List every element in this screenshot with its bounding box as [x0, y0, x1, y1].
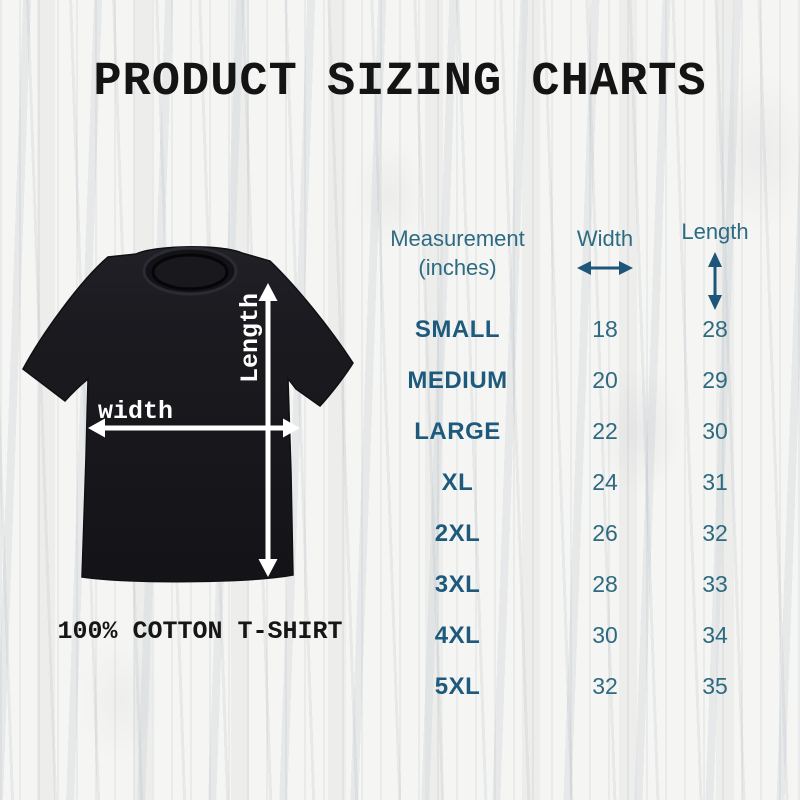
table-row: LARGE 22 30: [365, 406, 770, 457]
size-cell: SMALL: [414, 315, 501, 343]
size-cell: 2XL: [434, 519, 481, 547]
table-row: MEDIUM 20 29: [365, 355, 770, 406]
measurement-header: Measurement (inches): [365, 218, 550, 310]
size-cell: XL: [441, 468, 474, 496]
length-cell: 29: [702, 367, 728, 393]
length-cell: 28: [702, 316, 728, 342]
table-row: 5XL 32 35: [365, 661, 770, 712]
length-label: Length: [236, 293, 265, 383]
length-header: Length: [660, 218, 770, 310]
width-cell: 20: [592, 367, 618, 393]
width-cell: 28: [592, 571, 618, 597]
vertical-double-arrow-icon: [708, 251, 722, 310]
width-cell: 22: [592, 418, 618, 444]
table-row: 4XL 30 34: [365, 610, 770, 661]
tshirt-silhouette: [22, 245, 354, 583]
width-header: Width: [550, 218, 660, 310]
width-cell: 18: [592, 316, 618, 342]
length-cell: 34: [702, 622, 728, 648]
tshirt-graphic: width Length: [22, 245, 354, 583]
width-cell: 24: [592, 469, 618, 495]
width-measure-arrow: [88, 418, 300, 438]
size-cell: 3XL: [434, 570, 481, 598]
tshirt-collar-inner: [151, 253, 229, 291]
size-cell: 4XL: [434, 621, 481, 649]
width-cell: 32: [592, 673, 618, 699]
length-cell: 35: [702, 673, 728, 699]
length-cell: 33: [702, 571, 728, 597]
length-cell: 31: [702, 469, 728, 495]
width-cell: 30: [592, 622, 618, 648]
measurement-header-line2: (inches): [418, 254, 497, 280]
table-row: 3XL 28 33: [365, 559, 770, 610]
size-table-header: Measurement (inches) Width Length: [365, 218, 770, 310]
length-cell: 30: [702, 418, 728, 444]
length-cell: 32: [702, 520, 728, 546]
width-cell: 26: [592, 520, 618, 546]
length-measure-arrow: [258, 283, 278, 577]
size-cell: 5XL: [434, 672, 481, 700]
measurement-header-line1: Measurement: [390, 226, 525, 251]
table-row: SMALL 18 28: [365, 304, 770, 355]
cotton-caption: 100% COTTON T-SHIRT: [57, 617, 343, 646]
table-row: 2XL 26 32: [365, 508, 770, 559]
tshirt-diagram: width Length: [18, 242, 362, 604]
width-label: width: [98, 397, 173, 426]
size-cell: LARGE: [414, 417, 501, 445]
size-table: Measurement (inches) Width Length: [365, 218, 770, 712]
page-title: PRODUCT SIZING CHARTS: [93, 56, 707, 109]
table-row: XL 24 31: [365, 457, 770, 508]
length-header-label: Length: [681, 219, 749, 244]
width-header-label: Width: [576, 226, 634, 251]
size-cell: MEDIUM: [407, 366, 508, 394]
horizontal-double-arrow-icon: [577, 260, 633, 275]
